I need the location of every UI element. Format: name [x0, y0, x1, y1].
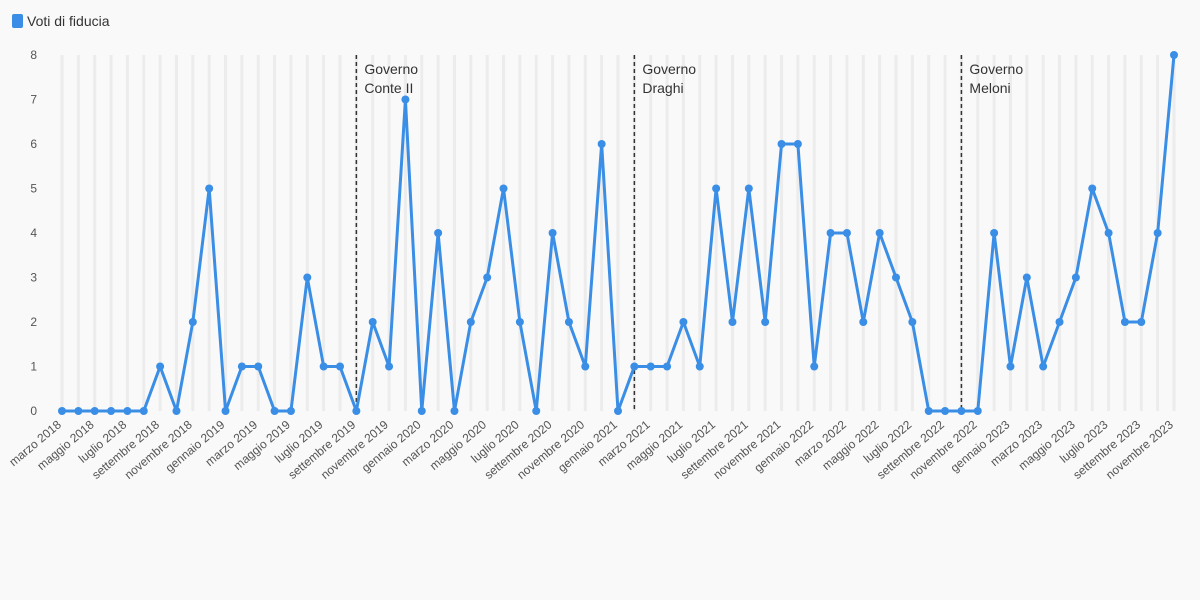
data-point[interactable]	[286, 407, 295, 415]
data-point[interactable]	[614, 407, 622, 415]
y-tick-label: 1	[30, 360, 37, 374]
data-point[interactable]	[58, 407, 66, 415]
data-point[interactable]	[924, 407, 933, 415]
data-point[interactable]	[205, 184, 214, 193]
data-point[interactable]	[908, 318, 917, 326]
data-point[interactable]	[156, 362, 165, 371]
data-point[interactable]	[695, 362, 704, 371]
data-point[interactable]	[401, 95, 410, 104]
data-point[interactable]	[188, 318, 197, 326]
annotations: Governo Conte II Governo Draghi Governo Melon…	[355, 55, 1023, 411]
data-point[interactable]	[336, 362, 344, 371]
data-point[interactable]	[597, 140, 606, 148]
series-voti-di-fiducia	[58, 51, 1178, 415]
legend[interactable]: Voti di fiducia	[12, 13, 110, 29]
y-tick-label: 8	[30, 48, 37, 62]
legend-swatch	[12, 14, 23, 28]
data-point[interactable]	[630, 362, 639, 371]
data-point[interactable]	[303, 273, 312, 282]
data-point[interactable]	[1022, 273, 1031, 282]
y-tick-label: 0	[30, 404, 37, 418]
data-point[interactable]	[123, 407, 132, 415]
data-point[interactable]	[466, 318, 475, 326]
data-point[interactable]	[875, 229, 884, 237]
legend-label: Voti di fiducia	[27, 13, 110, 29]
data-point[interactable]	[663, 362, 672, 371]
data-point[interactable]	[172, 407, 181, 415]
data-point[interactable]	[581, 362, 590, 371]
grid-lines	[60, 55, 1176, 411]
data-point[interactable]	[564, 318, 573, 326]
annotation-label: Governo	[642, 61, 696, 77]
data-point[interactable]	[957, 407, 966, 415]
data-point[interactable]	[728, 318, 737, 326]
data-point[interactable]	[761, 318, 770, 326]
data-point[interactable]	[237, 362, 246, 371]
data-point[interactable]	[826, 229, 835, 237]
data-point[interactable]	[1055, 318, 1064, 326]
y-tick-label: 6	[30, 137, 37, 151]
y-tick-label: 2	[30, 315, 37, 329]
data-point[interactable]	[270, 407, 279, 415]
data-point[interactable]	[319, 362, 328, 371]
y-axis: 0 1 2 3 4 5 6 7 8	[30, 48, 37, 418]
annotation-label: Meloni	[969, 80, 1010, 96]
data-point[interactable]	[548, 229, 557, 237]
data-point[interactable]	[483, 273, 492, 282]
data-point[interactable]	[810, 362, 819, 371]
data-point[interactable]	[973, 407, 982, 415]
data-point[interactable]	[892, 273, 900, 282]
data-point[interactable]	[1170, 51, 1178, 59]
data-point[interactable]	[515, 318, 524, 326]
annotation-label: Draghi	[642, 80, 683, 96]
annotation-label: Governo	[969, 61, 1023, 77]
data-point[interactable]	[139, 407, 148, 415]
data-point[interactable]	[1088, 184, 1097, 193]
data-point[interactable]	[434, 229, 443, 237]
annotation-label: Governo	[364, 61, 418, 77]
data-point[interactable]	[450, 407, 459, 415]
data-point[interactable]	[744, 184, 753, 193]
data-point[interactable]	[499, 184, 508, 193]
data-point[interactable]	[859, 318, 868, 326]
data-point[interactable]	[1137, 318, 1146, 326]
y-tick-label: 5	[30, 182, 37, 196]
y-tick-label: 3	[30, 271, 37, 285]
data-point[interactable]	[1153, 229, 1162, 237]
y-tick-label: 4	[30, 226, 37, 240]
data-point[interactable]	[254, 362, 263, 371]
data-point[interactable]	[107, 407, 116, 415]
data-point[interactable]	[679, 318, 688, 326]
data-point[interactable]	[417, 407, 426, 415]
data-point[interactable]	[532, 407, 541, 415]
y-tick-label: 7	[30, 93, 37, 107]
data-point[interactable]	[793, 140, 802, 148]
data-point[interactable]	[221, 407, 230, 415]
data-point[interactable]	[74, 407, 83, 415]
annotation-label: Conte II	[364, 80, 413, 96]
data-point[interactable]	[712, 184, 721, 193]
data-point[interactable]	[941, 407, 950, 415]
data-point[interactable]	[990, 229, 999, 237]
data-point[interactable]	[842, 229, 851, 237]
data-point[interactable]	[646, 362, 655, 371]
data-point[interactable]	[1120, 318, 1129, 326]
data-point[interactable]	[1071, 273, 1080, 282]
data-point[interactable]	[368, 318, 377, 326]
data-point[interactable]	[1104, 229, 1113, 237]
data-point[interactable]	[1039, 362, 1048, 371]
data-point[interactable]	[1006, 362, 1015, 371]
data-point[interactable]	[777, 140, 786, 148]
data-point[interactable]	[385, 362, 394, 371]
data-point[interactable]	[352, 407, 361, 415]
data-point[interactable]	[90, 407, 99, 415]
